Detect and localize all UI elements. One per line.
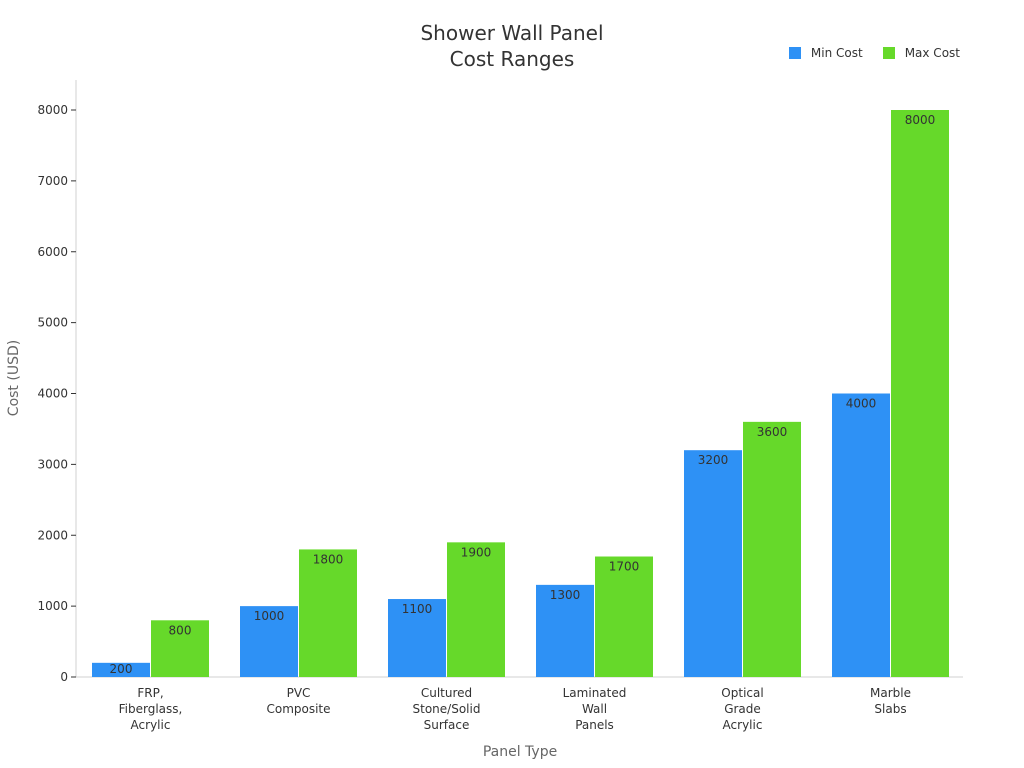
- x-tick-label-line: Cultured: [421, 686, 472, 700]
- x-tick-label-line: Grade: [724, 702, 761, 716]
- y-tick-label: 8000: [37, 103, 68, 117]
- x-tick-label: Laminated Wall Panels: [563, 686, 627, 732]
- legend-swatch-max-cost: [882, 47, 895, 59]
- legend-label-min-cost: Min Cost: [810, 46, 863, 60]
- x-tick-label: FRP, Fiberglass, Acrylic: [119, 686, 183, 732]
- bar-value-label: 1900: [461, 545, 492, 559]
- bar-max-cost: [891, 110, 949, 677]
- y-tick-label: 4000: [37, 387, 68, 401]
- y-tick-label: 7000: [37, 174, 68, 188]
- bar-min-cost: [240, 606, 298, 677]
- x-tick-label-line: Laminated: [563, 686, 627, 700]
- x-tick-label-line: Fiberglass,: [119, 702, 183, 716]
- x-tick-label: PVC Composite: [266, 686, 330, 716]
- bar-value-label: 4000: [846, 397, 877, 411]
- bar-value-label: 8000: [905, 113, 936, 127]
- bar-min-cost: [92, 662, 150, 677]
- x-tick-label: Optical Grade Acrylic: [721, 686, 763, 732]
- legend-item-min-cost: Min Cost: [788, 46, 863, 60]
- x-tick-label: Marble Slabs: [870, 686, 911, 716]
- bar-min-cost: [536, 584, 594, 677]
- chart-title-line-1: Shower Wall Panel: [420, 21, 604, 45]
- legend: Min Cost Max Cost: [788, 46, 960, 60]
- bar-value-label: 1000: [254, 609, 285, 623]
- chart-title: Shower Wall Panel Cost Ranges: [0, 20, 1024, 72]
- bar-max-cost: [447, 542, 505, 677]
- bar-value-label: 3600: [757, 425, 788, 439]
- x-tick-label: Cultured Stone/Solid Surface: [413, 686, 481, 732]
- bar-max-cost: [299, 549, 357, 677]
- x-tick-label-line: Acrylic: [723, 718, 763, 732]
- bar-max-cost: [595, 556, 653, 677]
- x-tick-label-line: Stone/Solid: [413, 702, 481, 716]
- bar-value-label: 1700: [609, 560, 640, 574]
- chart-title-line-2: Cost Ranges: [449, 47, 575, 71]
- x-tick-label-line: Optical: [721, 686, 763, 700]
- x-tick-label-line: Wall: [582, 702, 607, 716]
- y-tick-label: 6000: [37, 245, 68, 259]
- bar-value-label: 3200: [698, 453, 729, 467]
- bar-value-label: 1100: [402, 602, 433, 616]
- bar-min-cost: [684, 450, 742, 677]
- x-axis-title: Panel Type: [483, 744, 557, 760]
- x-tick-label-line: PVC: [287, 686, 311, 700]
- y-axis-title: Cost (USD): [6, 340, 22, 416]
- y-tick-label: 5000: [37, 316, 68, 330]
- x-tick-label-line: FRP,: [137, 686, 163, 700]
- x-tick-label-line: Marble: [870, 686, 911, 700]
- bar-min-cost: [388, 599, 446, 677]
- legend-item-max-cost: Max Cost: [882, 46, 960, 60]
- bar-value-label: 1800: [313, 552, 344, 566]
- bar-value-label: 800: [169, 623, 192, 637]
- bar-value-label: 200: [110, 662, 133, 676]
- legend-label-max-cost: Max Cost: [904, 46, 960, 60]
- bar-min-cost: [832, 393, 890, 677]
- bar-max-cost: [151, 620, 209, 677]
- legend-swatch-min-cost: [788, 47, 801, 59]
- x-tick-label-line: Acrylic: [131, 718, 171, 732]
- y-tick-label: 3000: [37, 457, 68, 471]
- x-tick-label-line: Panels: [575, 718, 614, 732]
- x-tick-label-line: Surface: [424, 718, 470, 732]
- bar-max-cost: [743, 421, 801, 677]
- x-tick-label-line: Slabs: [874, 702, 906, 716]
- y-tick-label: 0: [60, 670, 68, 684]
- y-tick-label: 1000: [37, 599, 68, 613]
- y-tick-label: 2000: [37, 528, 68, 542]
- bar-value-label: 1300: [550, 588, 581, 602]
- x-tick-label-line: Composite: [266, 702, 330, 716]
